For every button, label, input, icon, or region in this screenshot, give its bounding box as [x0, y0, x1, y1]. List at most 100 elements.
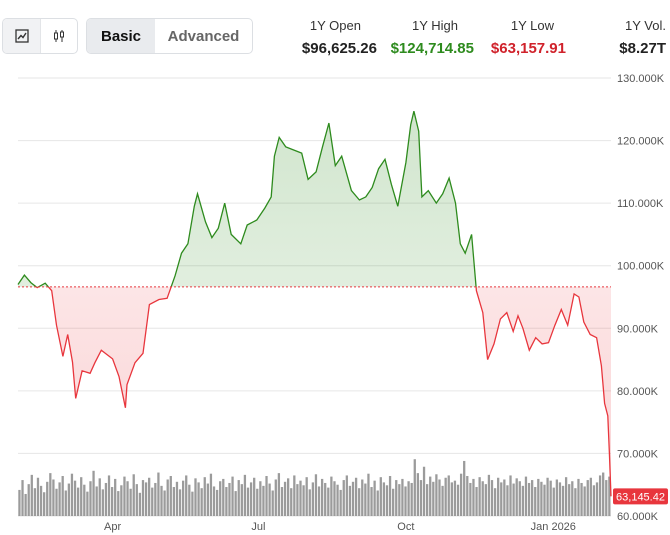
volume-bar	[67, 483, 71, 516]
volume-bar	[564, 477, 568, 516]
volume-bar	[358, 488, 361, 516]
volume-bar	[549, 480, 552, 516]
volume-bar	[475, 487, 478, 516]
volume-bar	[305, 477, 308, 516]
volume-bar	[228, 482, 231, 516]
volume-bar	[24, 493, 27, 516]
volume-bar	[132, 474, 135, 516]
tab-advanced[interactable]: Advanced	[167, 27, 240, 45]
volume-bar	[419, 480, 423, 516]
volume-bar	[55, 488, 58, 516]
volume-bar	[459, 473, 463, 516]
stat-1y-volume-value: $8.27T	[619, 40, 666, 57]
volume-bar	[490, 480, 494, 516]
volume-bar	[52, 479, 55, 516]
volume-bar	[345, 475, 348, 516]
y-tick-label: 110.000K	[617, 198, 664, 210]
volume-bar	[138, 492, 142, 516]
volume-bar	[200, 488, 203, 516]
volume-bar	[188, 484, 191, 516]
volume-bar	[86, 491, 89, 516]
volume-bar	[259, 481, 262, 516]
y-tick-label: 80.000K	[617, 386, 659, 398]
volume-bar	[432, 481, 435, 516]
volume-bar	[571, 481, 574, 516]
volume-bar	[148, 477, 151, 516]
stat-1y-low: 1Y Low $63,157.91	[491, 18, 566, 57]
volume-bar	[509, 475, 512, 516]
volume-bar	[141, 480, 145, 516]
volume-bar	[73, 480, 77, 516]
area-above-open	[18, 111, 477, 287]
volume-bar	[577, 478, 580, 516]
stat-1y-high-label: 1Y High	[411, 18, 458, 33]
volume-bar	[512, 483, 515, 516]
line-chart-button[interactable]	[3, 19, 40, 53]
volume-bar	[580, 482, 583, 516]
volume-bar	[555, 479, 558, 516]
volume-bar	[70, 473, 74, 516]
volume-bar	[114, 478, 117, 516]
candlestick-chart-button[interactable]	[40, 19, 77, 53]
volume-bar	[157, 472, 160, 516]
volume-bar	[574, 488, 577, 516]
volume-bar	[561, 485, 565, 516]
volume-bar	[530, 480, 534, 516]
volume-bar	[308, 489, 311, 516]
volume-bar	[317, 486, 321, 516]
volume-bar	[521, 485, 525, 516]
volume-bar	[39, 485, 43, 516]
volume-bar	[527, 482, 531, 516]
volume-bar	[231, 476, 234, 516]
volume-bar	[169, 476, 172, 516]
volume-bar	[500, 482, 503, 516]
volume-bar	[296, 484, 299, 516]
x-tick-label: Jan 2026	[531, 521, 576, 533]
volume-bar	[61, 476, 64, 516]
volume-bar	[472, 478, 475, 516]
volume-bar	[191, 491, 194, 516]
price-line-up	[17, 111, 477, 287]
volume-bar	[602, 472, 605, 516]
volume-bar	[194, 478, 197, 516]
volume-bar	[589, 477, 592, 516]
volume-bar	[444, 477, 447, 516]
line-chart-icon	[14, 29, 29, 43]
volume-bar	[265, 476, 268, 516]
volume-bar	[219, 481, 222, 516]
chart-type-toggle	[2, 18, 78, 54]
volume-bar	[518, 481, 521, 516]
volume-bar	[185, 475, 188, 516]
volume-bar	[392, 488, 395, 516]
area-below-open	[18, 286, 611, 497]
volume-bar	[277, 473, 281, 516]
last-price-badge	[613, 488, 668, 505]
volume-bar	[290, 488, 293, 516]
volume-bar	[493, 488, 497, 516]
volume-bar	[98, 478, 101, 516]
volume-bar	[246, 487, 250, 516]
volume-bar	[537, 478, 540, 516]
volume-bar	[413, 459, 416, 516]
volume-bar	[546, 477, 549, 516]
x-tick-label: Apr	[104, 521, 121, 533]
volume-bar	[373, 480, 376, 516]
volume-bar	[534, 487, 537, 516]
volume-bar	[404, 486, 407, 516]
volume-bar	[466, 476, 469, 516]
volume-bar	[126, 481, 129, 516]
volume-bar	[268, 483, 271, 516]
volume-bar	[354, 477, 358, 516]
volume-bar	[95, 486, 98, 516]
volume-bar	[172, 487, 176, 516]
volume-bar	[33, 488, 37, 516]
volume-bar	[592, 485, 596, 516]
tab-basic[interactable]: Basic	[87, 19, 155, 53]
stat-1y-open-value: $96,625.26	[301, 40, 377, 57]
volume-bar	[203, 477, 206, 516]
volume-bar	[135, 484, 138, 516]
stat-1y-low-value: $63,157.91	[490, 40, 566, 57]
volume-bar	[293, 475, 296, 516]
y-tick-label: 60.000K	[617, 511, 659, 523]
